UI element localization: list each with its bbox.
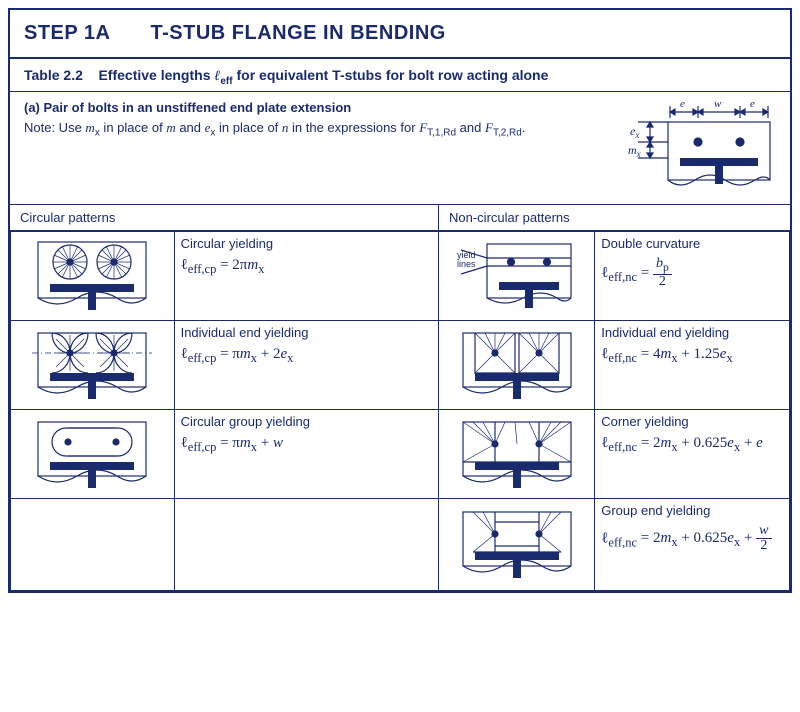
table-row: Group end yielding ℓeff,nc = 2mx + 0.625…	[11, 498, 790, 590]
svg-text:lines: lines	[457, 259, 476, 269]
diagram-c1	[11, 231, 175, 320]
diagram-c4-empty	[11, 498, 175, 590]
double-curvature-icon: yield lines	[457, 236, 577, 316]
table-row: Individual end yielding ℓeff,cp = πmx + …	[11, 320, 790, 409]
svg-text:w: w	[714, 98, 722, 110]
cell-nc4: Group end yielding ℓeff,nc = 2mx + 0.625…	[595, 498, 790, 590]
document-frame: STEP 1A T-STUB FLANGE IN BENDING Table 2.…	[8, 8, 792, 593]
section-a: (a) Pair of bolts in an unstiffened end …	[10, 92, 790, 205]
section-a-diagram: e w e ex mx	[570, 92, 790, 204]
section-a-note: Note: Use mx in place of m and ex in pla…	[24, 119, 558, 140]
nc2-eq: ℓeff,nc = 4mx + 1.25ex	[601, 346, 783, 366]
note-m: m	[85, 120, 94, 135]
header-circular: Circular patterns	[10, 205, 439, 230]
cell-nc3: Corner yielding ℓeff,nc = 2mx + 0.625ex …	[595, 409, 790, 498]
nc2-title: Individual end yielding	[601, 325, 783, 340]
note-t5: in the expressions for	[288, 120, 419, 135]
step-title: T-STUB FLANGE IN BENDING	[151, 22, 446, 44]
note-t1: Note: Use	[24, 120, 85, 135]
cell-c4-empty	[174, 498, 439, 590]
diagram-nc4	[439, 498, 595, 590]
svg-text:ex: ex	[630, 124, 639, 140]
c1-title: Circular yielding	[181, 236, 433, 251]
note-m2: m	[166, 120, 175, 135]
note-F1s: T,1,Rd	[427, 127, 456, 138]
nc4-title: Group end yielding	[601, 503, 783, 518]
section-a-heading: (a) Pair of bolts in an unstiffened end …	[24, 100, 558, 115]
note-and: and	[456, 120, 485, 135]
note-F2s: T,2,Rd	[493, 127, 522, 138]
diagram-nc2	[439, 320, 595, 409]
nc4-eq: ℓeff,nc = 2mx + 0.625ex + w2	[601, 524, 783, 554]
table-row: Circular group yielding ℓeff,cp = πmx + …	[11, 409, 790, 498]
note-end: .	[522, 120, 526, 135]
table-title-prefix: Table 2.2	[24, 67, 83, 83]
cell-nc2: Individual end yielding ℓeff,nc = 4mx + …	[595, 320, 790, 409]
tstub-key-diagram-icon: e w e ex mx	[580, 98, 780, 198]
nc1-title: Double curvature	[601, 236, 783, 251]
diagram-c3	[11, 409, 175, 498]
svg-text:mx: mx	[628, 143, 641, 159]
circular-yielding-icon	[32, 236, 152, 316]
diagram-nc1: yield lines	[439, 231, 595, 320]
nc3-eq: ℓeff,nc = 2mx + 0.625ex + e	[601, 435, 783, 455]
c1-eq: ℓeff,cp = 2πmx	[181, 257, 433, 277]
nc3-title: Corner yielding	[601, 414, 783, 429]
svg-text:e: e	[680, 98, 685, 110]
cell-c3: Circular group yielding ℓeff,cp = πmx + …	[174, 409, 439, 498]
step-header: STEP 1A T-STUB FLANGE IN BENDING	[10, 10, 790, 59]
table-title-body: Effective lengths	[98, 67, 214, 83]
c3-title: Circular group yielding	[181, 414, 433, 429]
svg-text:e: e	[750, 98, 755, 110]
note-t2: in place of	[100, 120, 167, 135]
c2-eq: ℓeff,cp = πmx + 2ex	[181, 346, 433, 366]
diagram-c2	[11, 320, 175, 409]
cell-c1: Circular yielding ℓeff,cp = 2πmx	[174, 231, 439, 320]
header-noncircular: Non-circular patterns	[439, 205, 790, 230]
cell-c2: Individual end yielding ℓeff,cp = πmx + …	[174, 320, 439, 409]
table-row: Circular yielding ℓeff,cp = 2πmx yield l…	[11, 231, 790, 320]
note-t4: in place of	[215, 120, 282, 135]
individual-end-circular-icon	[32, 325, 152, 405]
c2-title: Individual end yielding	[181, 325, 433, 340]
group-end-yielding-icon	[457, 504, 577, 584]
cell-nc1: Double curvature ℓeff,nc = bp2	[595, 231, 790, 320]
section-a-text: (a) Pair of bolts in an unstiffened end …	[10, 92, 570, 204]
nc1-eq: ℓeff,nc = bp2	[601, 257, 783, 290]
corner-yielding-icon	[457, 414, 577, 494]
individual-end-noncirc-icon	[457, 325, 577, 405]
circular-group-icon	[32, 414, 152, 494]
table-title: Table 2.2 Effective lengths ℓeff for equ…	[10, 59, 790, 92]
c3-eq: ℓeff,cp = πmx + w	[181, 435, 433, 455]
pattern-row-header: Circular patterns Non-circular patterns	[10, 205, 790, 231]
table-title-var-sub: eff	[220, 76, 232, 87]
step-code: STEP 1A	[24, 22, 111, 44]
note-t3: and	[176, 120, 205, 135]
patterns-table: Circular yielding ℓeff,cp = 2πmx yield l…	[10, 231, 790, 591]
note-F1: F	[419, 120, 427, 135]
diagram-nc3	[439, 409, 595, 498]
note-F2: F	[485, 120, 493, 135]
table-title-suffix: for equivalent T-stubs for bolt row acti…	[233, 67, 549, 83]
